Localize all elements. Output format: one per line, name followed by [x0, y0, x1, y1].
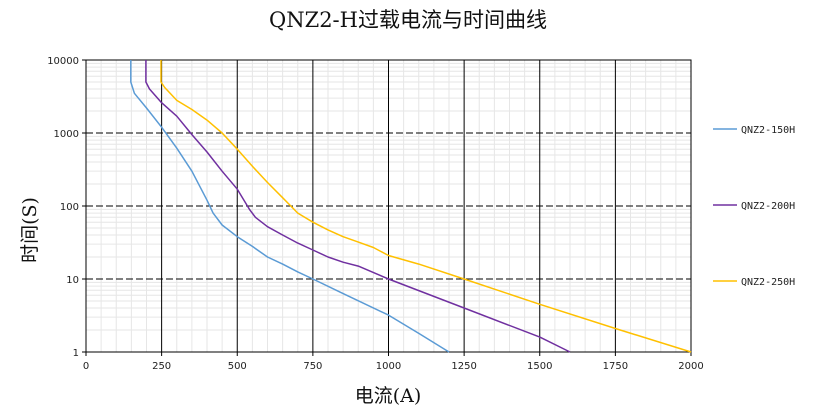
legend-label: QNZ2-250H [741, 277, 795, 288]
x-tick-label: 2000 [678, 361, 703, 372]
y-axis-title: 时间(S) [19, 197, 41, 263]
y-tick-label: 10000 [47, 56, 79, 67]
x-tick-label: 1750 [603, 361, 628, 372]
x-axis-title: 电流(A) [355, 385, 422, 407]
series-line-qnz2-250h [160, 60, 692, 353]
grid [86, 60, 691, 352]
x-tick-label: 1250 [451, 361, 476, 372]
y-tick-label: 100 [60, 202, 79, 213]
series-line-qnz2-200h [145, 60, 571, 353]
x-tick-label: 750 [303, 361, 322, 372]
x-tick-label: 250 [152, 361, 171, 372]
x-tick-label: 1000 [376, 361, 401, 372]
legend: QNZ2-150H QNZ2-200H QNZ2-250H [713, 125, 795, 288]
x-tick-label: 1500 [527, 361, 552, 372]
y-tick-label: 10 [66, 275, 79, 286]
axes: 0 250 500 750 1000 1250 1500 1750 2000 1 10 100 1000… [47, 56, 704, 372]
y-tick-label: 1000 [54, 129, 79, 140]
legend-label: QNZ2-150H [741, 125, 795, 136]
legend-label: QNZ2-200H [741, 201, 795, 212]
series-lines [130, 60, 692, 353]
y-tick-label: 1 [73, 348, 79, 359]
series-line-qnz2-150h [130, 60, 450, 353]
x-tick-label: 500 [228, 361, 247, 372]
x-tick-label: 0 [83, 361, 89, 372]
chart-title: QNZ2-H过载电流与时间曲线 [269, 8, 547, 32]
